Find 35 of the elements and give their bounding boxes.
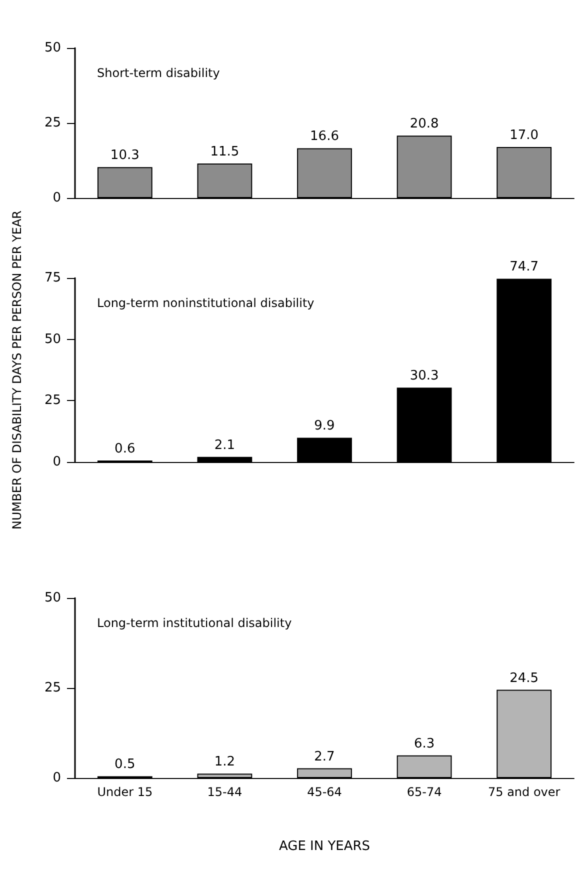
data-label: 6.3 (414, 736, 435, 752)
y-tick-label: 0 (52, 770, 61, 786)
data-label: 2.7 (314, 749, 335, 764)
data-label: 16.6 (310, 129, 339, 144)
data-label: 24.5 (510, 670, 539, 686)
y-tick-label: 0 (52, 454, 61, 470)
data-label: 17.0 (510, 128, 539, 143)
y-tick-label: 50 (44, 590, 61, 606)
data-label: 74.7 (510, 260, 539, 275)
y-tick-label: 0 (52, 190, 61, 206)
text: Long-term institutional disability (97, 616, 292, 630)
data-label: 2.1 (214, 438, 236, 453)
data-label: 0.5 (114, 757, 136, 772)
data-label: 1.2 (214, 754, 236, 770)
y-tick-label: 75 (44, 270, 61, 286)
x-tick-label: 45-64 (307, 785, 342, 799)
data-label: 20.8 (410, 116, 439, 132)
data-label: 9.9 (314, 418, 335, 434)
x-tick-label: Under 15 (97, 785, 153, 799)
x-tick-label: 15-44 (207, 785, 242, 799)
data-label: 11.5 (210, 144, 240, 160)
y-tick-label: 50 (44, 40, 61, 56)
y-tick-label: 25 (44, 116, 61, 130)
data-label: 30.3 (410, 368, 439, 384)
x-tick-label: 65-74 (406, 785, 442, 799)
y-tick-label: 25 (44, 680, 61, 696)
x-tick-label: 75 and over (488, 785, 560, 799)
text: Short-term disability (97, 66, 220, 80)
text: Long-term noninstitutional disability (97, 296, 314, 310)
data-label: 10.3 (110, 148, 140, 164)
data-label: 0.6 (114, 442, 136, 457)
x-axis-title: AGE IN YEARS (278, 839, 370, 854)
y-tick-label: 50 (44, 332, 61, 347)
y-axis-title: NUMBER OF DISABILITY DAYS PER PERSON PER YEAR (10, 210, 24, 530)
y-tick-label: 25 (44, 393, 61, 408)
